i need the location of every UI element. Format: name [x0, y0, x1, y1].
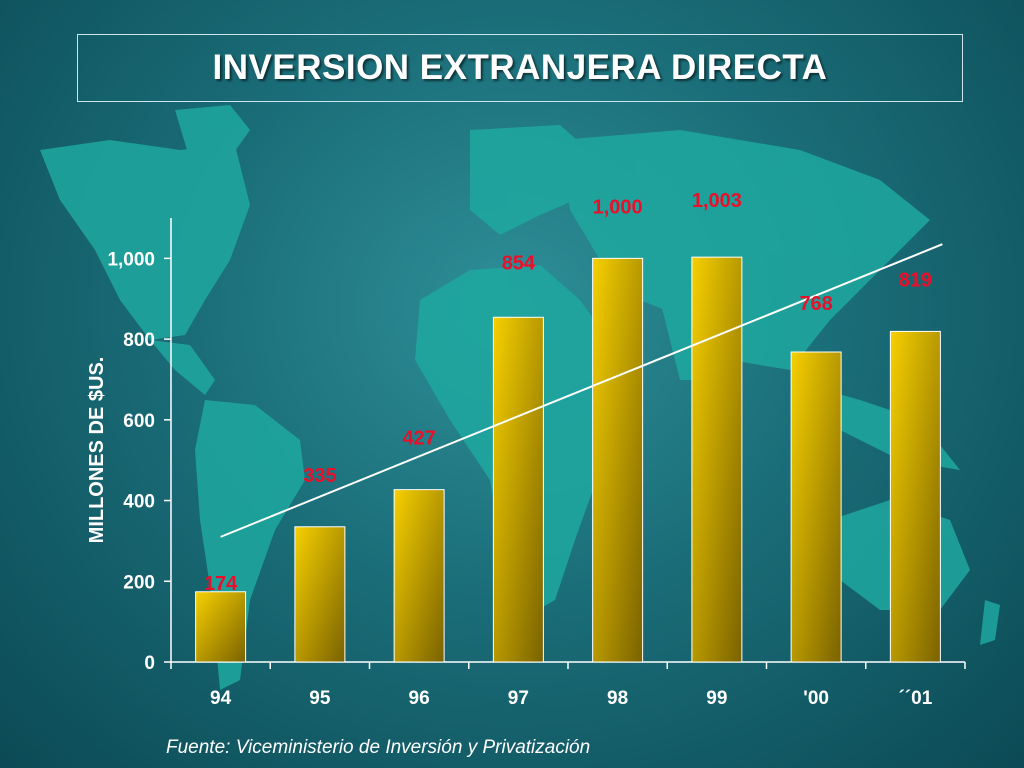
source-note: Fuente: Viceministerio de Inversión y Pr… — [166, 737, 591, 758]
bar-95 — [294, 526, 346, 663]
data-label: 1,000 — [593, 196, 643, 218]
x-tick-label: 96 — [409, 688, 430, 709]
trendline — [220, 243, 943, 538]
bar-99 — [691, 256, 743, 663]
new-zealand-shape — [980, 600, 1000, 645]
y-tick-label: 400 — [123, 492, 155, 513]
data-label: 174 — [204, 573, 238, 595]
bar-97 — [492, 316, 544, 663]
central-america-shape — [150, 340, 215, 395]
title-box: INVERSION EXTRANJERA DIRECTA — [77, 34, 963, 102]
x-tick-label: 95 — [309, 688, 331, 709]
x-tick-label: 94 — [210, 688, 232, 709]
data-label: 854 — [502, 252, 536, 274]
bar-98 — [592, 257, 644, 663]
asia-shape — [560, 130, 930, 370]
data-label: 1,003 — [692, 190, 742, 212]
data-label: 819 — [899, 269, 932, 291]
y-tick-label: 800 — [123, 330, 155, 351]
chart-title: INVERSION EXTRANJERA DIRECTA — [212, 48, 828, 87]
greenland-shape — [175, 105, 250, 165]
bar-'00 — [790, 351, 842, 663]
x-tick-label: 97 — [508, 688, 529, 709]
y-axis-title: MILLONES DE $US. — [86, 357, 108, 544]
bar-´´01 — [889, 330, 941, 663]
data-label: 768 — [799, 293, 832, 315]
bar-94 — [195, 591, 247, 663]
x-tick-label: 99 — [706, 688, 727, 709]
y-tick-label: 1,000 — [107, 249, 155, 270]
x-tick-label: '00 — [803, 688, 829, 709]
y-tick-label: 600 — [123, 411, 155, 432]
y-tick-label: 0 — [144, 653, 155, 674]
data-label: 335 — [303, 465, 336, 487]
north-america-shape — [40, 140, 250, 340]
data-label: 427 — [402, 428, 435, 450]
bar-96 — [393, 489, 445, 663]
y-tick-label: 200 — [123, 572, 155, 593]
x-tick-label: 98 — [607, 688, 628, 709]
x-tick-label: ´´01 — [898, 688, 932, 709]
